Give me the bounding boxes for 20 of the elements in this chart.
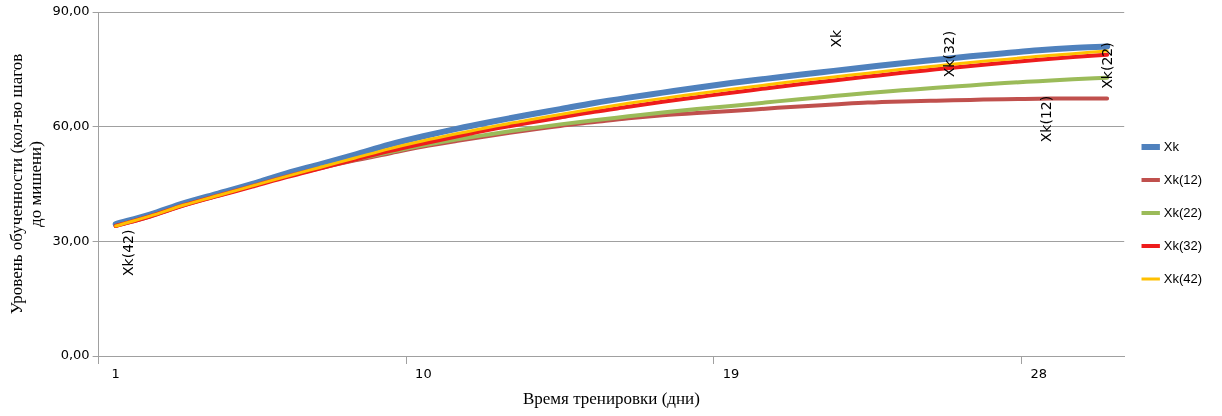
x-tick-label: 10 bbox=[415, 366, 432, 382]
annotation: Xk(32) bbox=[940, 30, 957, 78]
x-tick-label: 19 bbox=[722, 366, 740, 382]
y-tick-label: 90,00 bbox=[52, 3, 90, 19]
annotation: Xk(12) bbox=[1037, 95, 1054, 143]
legend-label: Xk bbox=[1163, 138, 1180, 154]
y-tick-label: 60,00 bbox=[52, 118, 90, 134]
legend-label: Xk(32) bbox=[1163, 237, 1203, 253]
legend-label: Xk(12) bbox=[1163, 171, 1203, 187]
x-axis-title: Время тренировки (дни) bbox=[522, 389, 700, 409]
legend-label: Xk(42) bbox=[1163, 270, 1203, 286]
y-tick-label: 30,00 bbox=[52, 232, 90, 248]
annotation: Xk(42) bbox=[120, 229, 137, 277]
annotation: Xk bbox=[827, 29, 844, 48]
x-tick-label: 1 bbox=[111, 366, 120, 382]
legend-label: Xk(22) bbox=[1163, 204, 1203, 220]
annotation: Xk(22) bbox=[1099, 42, 1116, 89]
y-axis-title: Уровень обученности (кол-во шагов до мишени) bbox=[6, 53, 45, 315]
y-tick-label: 0,00 bbox=[60, 347, 90, 363]
x-tick-label: 28 bbox=[1030, 366, 1048, 382]
